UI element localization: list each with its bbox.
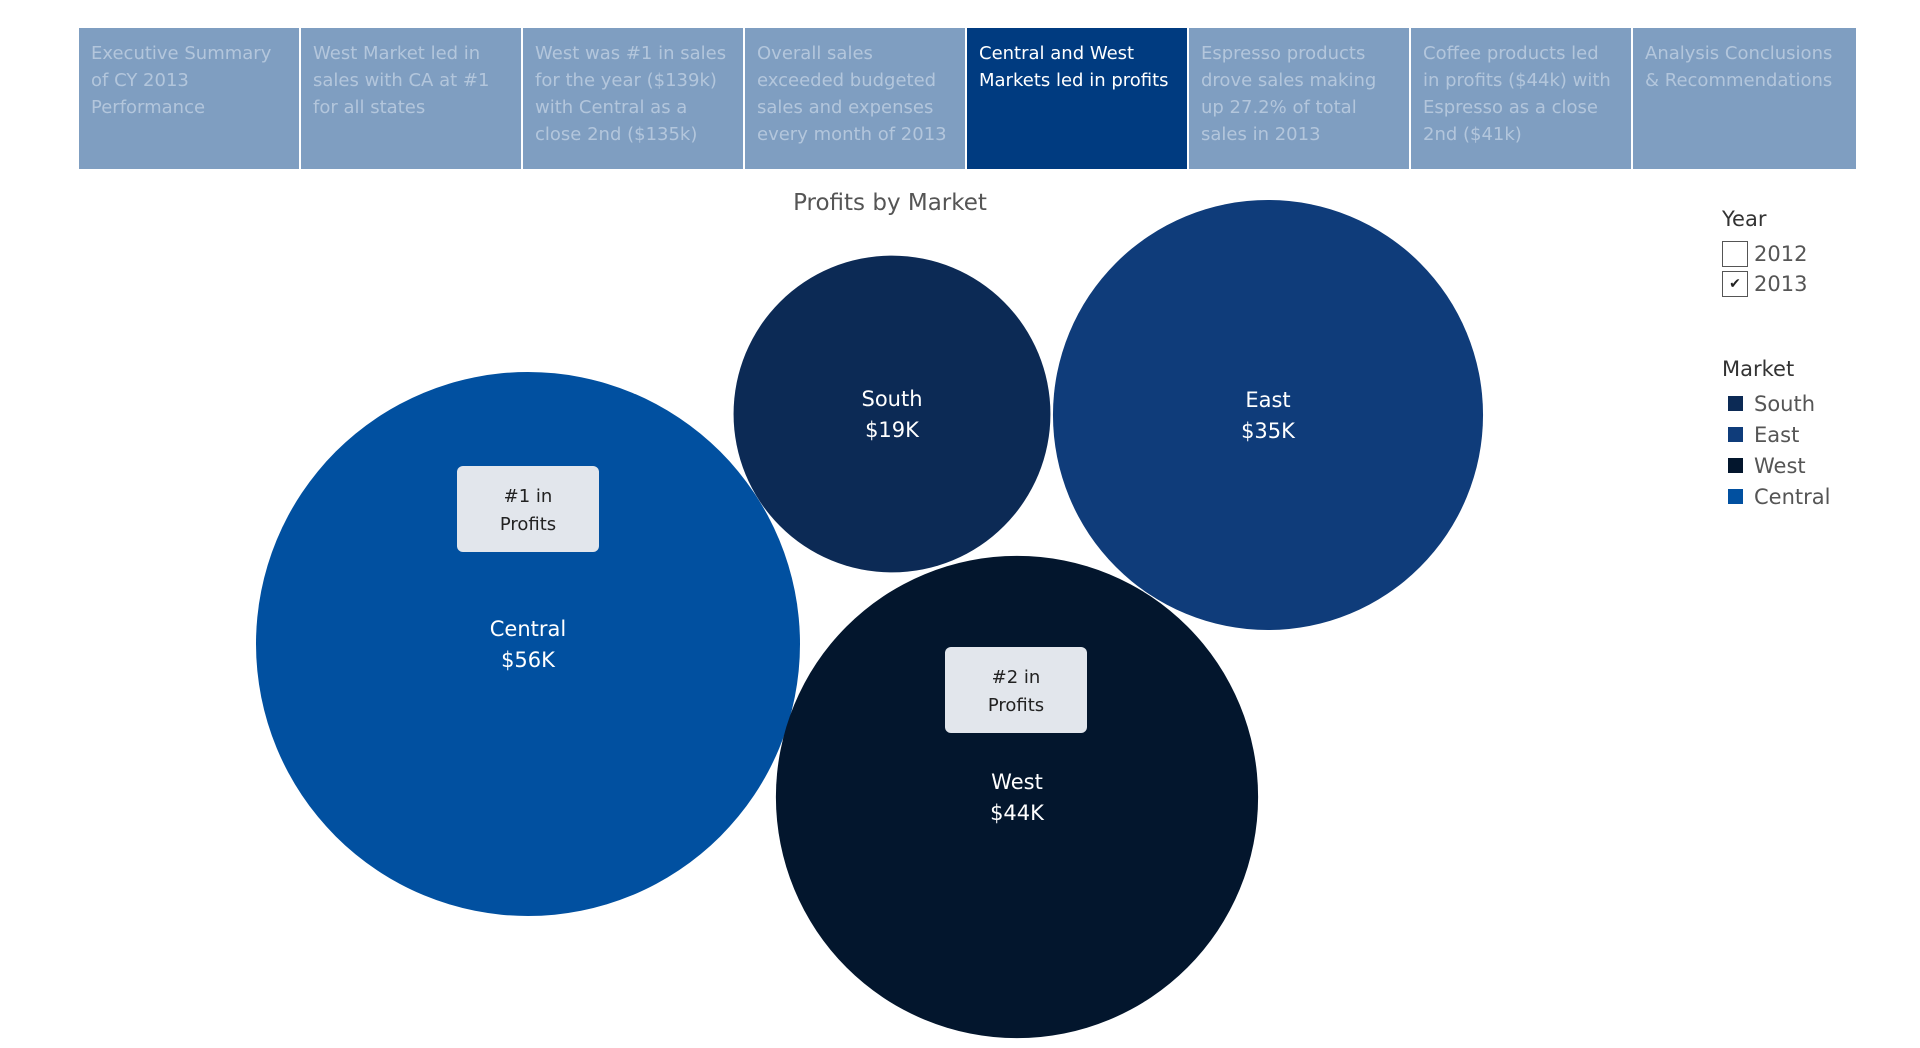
bubble-west[interactable]: West $44K — [775, 555, 1259, 1039]
legend-item-east[interactable]: East — [1728, 419, 1830, 450]
checkbox-icon[interactable] — [1722, 241, 1748, 267]
checkbox-checked-icon[interactable]: ✔ — [1722, 271, 1748, 297]
year-filter: 2012 ✔ 2013 — [1722, 239, 1807, 299]
year-option-label: 2013 — [1754, 272, 1808, 296]
annotation-callout: #1 in Profits — [457, 466, 599, 552]
annotation-callout: #2 in Profits — [945, 647, 1087, 733]
bubble-name-label: Central — [490, 617, 566, 641]
legend-item-south[interactable]: South — [1728, 388, 1830, 419]
story-point-tab[interactable]: Central and West Markets led in profits — [967, 28, 1187, 169]
legend-swatch — [1728, 396, 1743, 411]
legend-swatch — [1728, 458, 1743, 473]
bubble-value-label: $44K — [990, 801, 1045, 825]
bubble-value-label: $19K — [865, 418, 920, 442]
story-point-tab[interactable]: West Market led in sales with CA at #1 f… — [301, 28, 521, 169]
bubble-mark[interactable] — [733, 255, 1051, 573]
bubble-central[interactable]: Central $56K — [256, 372, 800, 916]
story-point-tab[interactable]: West was #1 in sales for the year ($139k… — [523, 28, 743, 169]
bubble-name-label: West — [991, 770, 1043, 794]
annotation-box — [945, 647, 1087, 733]
year-option-label: 2012 — [1754, 242, 1808, 266]
bubble-mark[interactable] — [775, 555, 1259, 1039]
year-option-2013[interactable]: ✔ 2013 — [1722, 269, 1807, 299]
bubble-mark[interactable] — [256, 372, 800, 916]
bubble-south[interactable]: South $19K — [733, 255, 1051, 573]
bubble-value-label: $35K — [1241, 419, 1296, 443]
bubble-mark[interactable] — [1052, 199, 1484, 631]
year-filter-title: Year — [1722, 207, 1767, 231]
year-option-2012[interactable]: 2012 — [1722, 239, 1807, 269]
bubble-value-label: $56K — [501, 648, 556, 672]
legend-label: West — [1754, 453, 1806, 478]
legend-item-central[interactable]: Central — [1728, 481, 1830, 512]
annotation-box — [457, 466, 599, 552]
annotation-text: Profits — [500, 514, 556, 535]
legend-label: East — [1754, 422, 1800, 447]
story-point-tab[interactable]: Analysis Conclusions & Recommendations — [1633, 28, 1856, 169]
legend-label: Central — [1754, 484, 1831, 509]
annotation-text: #1 in — [504, 486, 553, 507]
legend-swatch — [1728, 427, 1743, 442]
story-point-tab[interactable]: Espresso products drove sales making up … — [1189, 28, 1409, 169]
chart-title: Profits by Market — [793, 190, 987, 216]
annotation-text: #2 in — [992, 667, 1041, 688]
market-legend-title: Market — [1722, 357, 1795, 381]
story-point-tab[interactable]: Coffee products led in profits ($44k) wi… — [1411, 28, 1631, 169]
story-navigator: Executive Summary of CY 2013 Performance… — [79, 28, 1856, 169]
legend-item-west[interactable]: West — [1728, 450, 1830, 481]
legend-swatch — [1728, 489, 1743, 504]
market-legend: South East West Central — [1728, 388, 1830, 512]
story-point-tab[interactable]: Overall sales exceeded budgeted sales an… — [745, 28, 965, 169]
legend-label: South — [1754, 391, 1816, 416]
bubble-east[interactable]: East $35K — [1052, 199, 1484, 631]
story-point-tab[interactable]: Executive Summary of CY 2013 Performance — [79, 28, 299, 169]
annotation-text: Profits — [988, 695, 1044, 716]
bubble-name-label: East — [1245, 388, 1290, 412]
bubble-name-label: South — [861, 387, 922, 411]
